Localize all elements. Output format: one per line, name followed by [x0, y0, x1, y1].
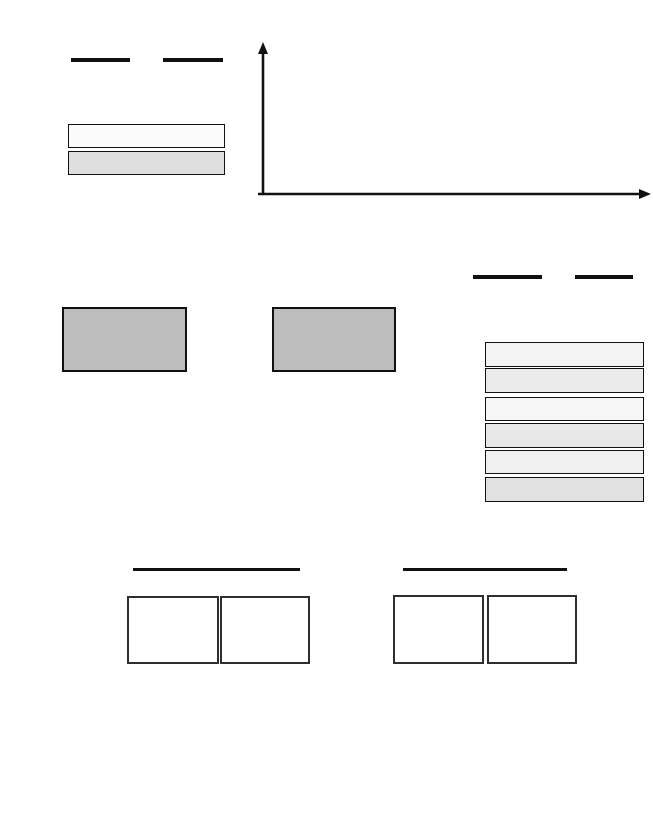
right-arrowhead-icon — [639, 189, 651, 199]
group-underline — [163, 58, 223, 62]
western-blot-cyclina — [485, 342, 644, 367]
title-underline — [403, 568, 567, 571]
lane-label — [492, 283, 509, 339]
group-underline — [575, 275, 633, 279]
colony-dish-photo-ha22t — [272, 307, 396, 372]
growth-chart-ha22t — [460, 42, 653, 190]
colony-dish-photo-skhep1 — [62, 307, 187, 372]
invasion-bar-chart-skhep1 — [95, 674, 310, 826]
western-blot-bactin — [485, 477, 644, 502]
lane-label — [199, 66, 216, 122]
western-blot-cyclind — [485, 423, 644, 448]
invasion-micrograph-skhep1-tpx2 — [220, 596, 310, 664]
lane-label — [168, 66, 185, 122]
invasion-micrograph-ha22t-tpx2 — [487, 595, 577, 664]
invasion-micrograph-skhep1-ctl — [127, 596, 219, 664]
group-underline — [71, 58, 130, 62]
western-blot-cdk4 — [485, 450, 644, 474]
invasion-micrograph-ha22t-ctl — [393, 595, 484, 664]
lane-label — [524, 283, 541, 339]
y-axis-title — [76, 689, 93, 791]
y-axis-title — [343, 689, 360, 791]
title-underline — [133, 568, 300, 571]
colony-bar-chart-ha22t — [233, 358, 413, 513]
lane-label — [618, 283, 635, 339]
growth-chart-skhep1 — [266, 42, 462, 190]
western-blot-cdk2 — [485, 368, 644, 393]
group-underline — [473, 275, 542, 279]
lane-label — [586, 283, 603, 339]
western-blot-cycline — [485, 397, 644, 421]
western-blot-tpx2 — [68, 124, 225, 148]
panel-b-axis-arrows — [258, 42, 651, 199]
lane-label — [75, 66, 92, 122]
invasion-bar-chart-ha22t — [362, 674, 577, 826]
up-arrowhead-icon — [258, 42, 268, 54]
colony-bar-chart-skhep1 — [28, 358, 208, 513]
lane-label — [106, 66, 123, 122]
western-blot-bactin — [68, 151, 225, 175]
